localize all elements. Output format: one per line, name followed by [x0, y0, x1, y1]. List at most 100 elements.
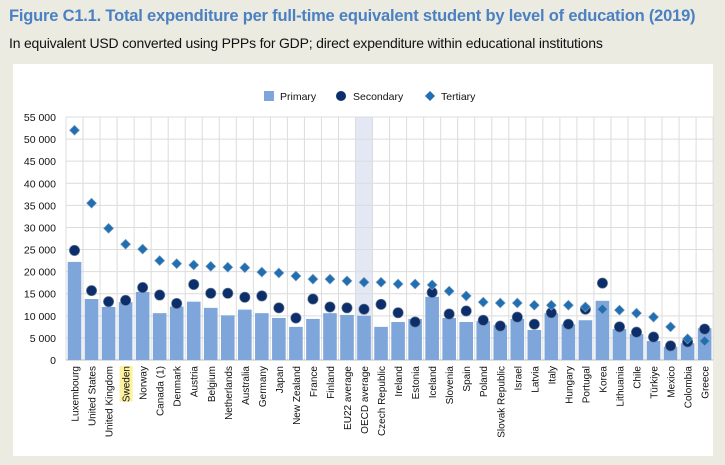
marker-tertiary [86, 197, 97, 209]
marker-secondary [341, 302, 353, 314]
x-tick-label: Belgium [207, 366, 218, 402]
marker-secondary [460, 305, 472, 317]
bar-primary [255, 313, 269, 360]
marker-tertiary [579, 301, 591, 313]
x-tick-label: Lithuania [615, 366, 626, 407]
marker-secondary [290, 312, 302, 324]
x-tick-label: Estonia [411, 366, 422, 400]
marker-tertiary [597, 303, 608, 315]
bar-primary [84, 299, 99, 360]
marker-secondary [205, 287, 217, 299]
x-tick-label: Norway [139, 366, 150, 400]
x-tick-label: Slovenia [445, 366, 456, 405]
highlight-band [355, 117, 373, 360]
label-highlight [119, 366, 133, 402]
bar-primary [306, 318, 320, 360]
marker-tertiary [665, 321, 676, 333]
bar-primary [595, 300, 610, 360]
marker-secondary [631, 326, 643, 338]
marker-tertiary [460, 290, 472, 302]
marker-secondary [648, 331, 660, 343]
bar-primary [527, 329, 542, 360]
bar-primary [169, 306, 184, 360]
marker-tertiary [443, 285, 455, 297]
x-tick-label: Germany [258, 366, 269, 407]
marker-secondary [137, 282, 149, 294]
marker-tertiary [120, 238, 132, 250]
bar-primary [203, 307, 218, 360]
marker-tertiary [426, 279, 438, 291]
legend-primary-label: Primary [280, 91, 317, 103]
bar-primary [340, 314, 354, 360]
y-tick-label: 10 000 [24, 311, 56, 323]
y-tick-label: 20 000 [24, 267, 56, 279]
marker-secondary [307, 293, 319, 305]
bar-primary [680, 343, 695, 360]
bar-primary [272, 318, 286, 360]
marker-tertiary [614, 304, 625, 316]
marker-secondary [154, 289, 166, 301]
bar-primary [186, 301, 201, 360]
x-tick-label: Austria [190, 366, 201, 398]
x-tick-label: Canada (1) [156, 366, 167, 416]
bar-primary [629, 333, 644, 360]
bar-primary [544, 313, 559, 360]
legend-secondary-label: Secondary [353, 91, 404, 103]
marker-tertiary [409, 278, 421, 290]
marker-tertiary [699, 335, 711, 347]
bar-primary [561, 324, 576, 360]
y-tick-label: 40 000 [24, 178, 56, 190]
marker-tertiary [222, 261, 234, 273]
y-tick-label: 45 000 [24, 156, 56, 168]
marker-tertiary [324, 273, 336, 285]
x-tick-label: Hungary [564, 366, 575, 404]
marker-tertiary [341, 275, 353, 287]
x-tick-label: France [309, 366, 320, 398]
x-tick-label: Greece [701, 366, 712, 399]
y-tick-label: 30 000 [24, 222, 56, 234]
bar-primary [646, 341, 661, 360]
marker-secondary [613, 321, 625, 333]
marker-tertiary [631, 307, 642, 319]
bar-primary [493, 325, 508, 360]
x-tick-label: United States [88, 366, 99, 426]
marker-secondary [239, 291, 251, 303]
bar-primary [391, 322, 405, 360]
marker-tertiary [188, 259, 200, 271]
marker-tertiary [103, 222, 114, 234]
marker-secondary [375, 298, 387, 310]
x-tick-label: Italy [547, 366, 558, 384]
bar-primary [67, 261, 82, 360]
marker-secondary [103, 296, 115, 308]
x-tick-label: Portugal [581, 366, 592, 403]
x-tick-label: Slovak Republic [496, 366, 507, 438]
x-tick-label: Israel [513, 366, 524, 390]
y-tick-label: 0 [50, 355, 56, 367]
marker-tertiary [307, 273, 319, 285]
marker-tertiary [528, 299, 540, 311]
x-tick-label: Chile [633, 366, 644, 389]
marker-secondary [222, 287, 234, 299]
bar-primary [135, 291, 150, 360]
x-tick-label: Denmark [173, 365, 184, 407]
x-tick-label: Finland [326, 366, 337, 399]
marker-secondary [596, 277, 608, 289]
legend-primary-swatch [264, 91, 274, 101]
x-tick-label: Ireland [394, 366, 405, 397]
marker-tertiary [205, 260, 217, 272]
bar-primary [289, 326, 303, 360]
x-tick-label: Sweden [122, 366, 133, 402]
marker-tertiary [239, 262, 251, 274]
marker-secondary [392, 307, 404, 319]
x-tick-label: Poland [479, 366, 490, 397]
marker-secondary [699, 323, 711, 335]
marker-tertiary [290, 270, 302, 282]
y-tick-label: 5 000 [30, 333, 56, 345]
x-tick-label: Mexico [667, 366, 678, 398]
marker-tertiary [392, 278, 404, 290]
marker-tertiary [358, 276, 370, 288]
x-tick-label: Spain [462, 366, 473, 392]
bar-primary [459, 322, 474, 360]
marker-secondary [69, 244, 81, 256]
